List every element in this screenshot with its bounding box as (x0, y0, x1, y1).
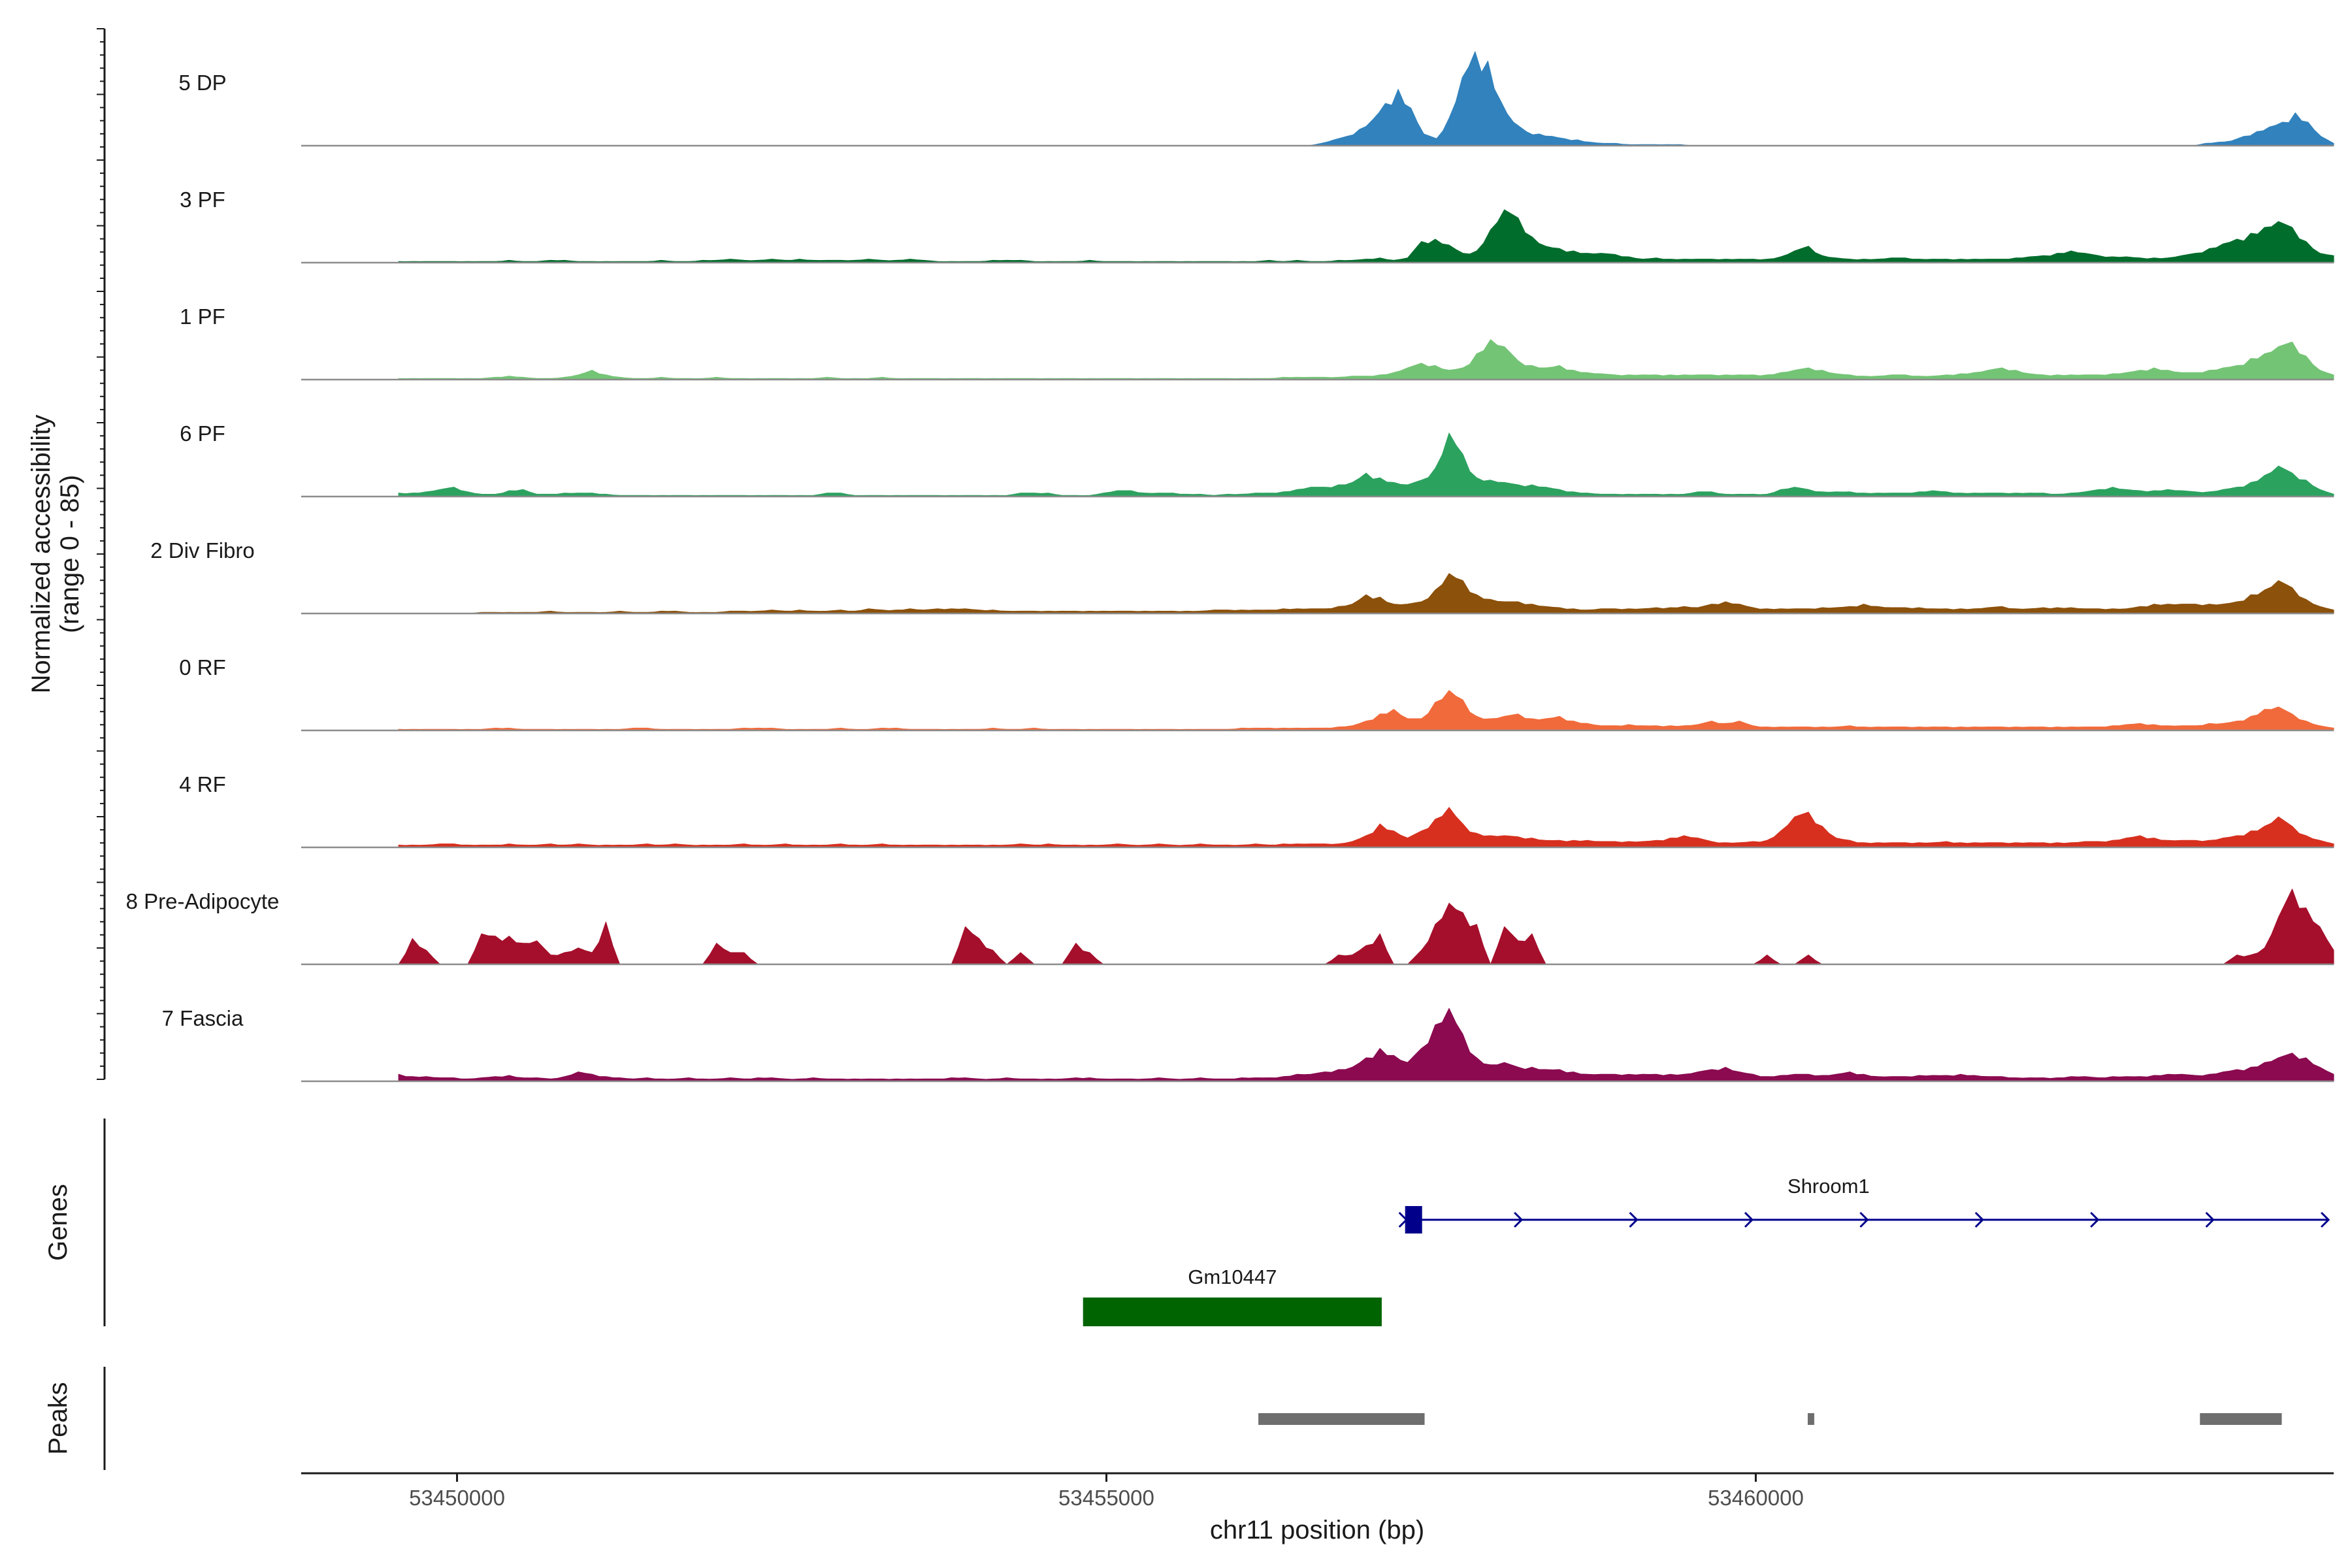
coverage-area (398, 1007, 2334, 1082)
strand-arrow (1859, 1211, 1869, 1228)
peaks-panel-title: Peaks (44, 1382, 73, 1454)
coverage-area (398, 889, 2334, 965)
y-axis-title-line1: Normalized accessibility (27, 415, 56, 694)
track-label: 3 PF (180, 188, 225, 212)
gene-gm10447: Gm10447 (1083, 1266, 1382, 1326)
track-7-fascia: 7 Fascia (162, 1006, 2334, 1083)
peak-region (1258, 1413, 1425, 1425)
x-tick-label: 53455000 (1058, 1486, 1154, 1510)
x-tick-label: 53460000 (1708, 1486, 1804, 1510)
coverage-area (398, 433, 2334, 497)
strand-arrow (1629, 1211, 1639, 1228)
coverage-area (398, 807, 2334, 848)
x-tick-label: 53450000 (409, 1486, 505, 1510)
coverage-area (398, 209, 2334, 263)
track-5-dp: 5 DP (178, 51, 2334, 147)
track-3-pf: 3 PF (180, 188, 2334, 264)
track-2-div-fibro: 2 Div Fibro (150, 538, 2334, 615)
strand-arrow (1744, 1211, 1754, 1228)
strand-arrow (1974, 1211, 1984, 1228)
track-label: 5 DP (178, 71, 226, 95)
gene-label: Gm10447 (1188, 1266, 1277, 1288)
track-label: 2 Div Fibro (150, 538, 255, 563)
x-axis-title: chr11 position (bp) (1210, 1516, 1424, 1544)
coverage-area (398, 573, 2334, 614)
coverage-area (398, 690, 2334, 731)
track-8-pre-adipocyte: 8 Pre-Adipocyte (126, 889, 2334, 966)
track-4-rf: 4 RF (179, 772, 2334, 849)
track-label: 7 Fascia (162, 1006, 244, 1030)
genes-panel-title: Genes (44, 1184, 73, 1261)
track-6-pf: 6 PF (180, 421, 2334, 498)
track-label: 6 PF (180, 421, 225, 446)
peak-region (1807, 1413, 1814, 1425)
track-label: 8 Pre-Adipocyte (126, 889, 280, 913)
gene-annotations: Shroom1 Gm10447 (1083, 1175, 2330, 1326)
strand-arrow (2205, 1211, 2215, 1228)
peak-region (2200, 1413, 2282, 1425)
track-label: 0 RF (179, 655, 226, 679)
track-0-rf: 0 RF (179, 655, 2334, 732)
gene-exon (1083, 1298, 1382, 1326)
strand-arrow (2321, 1211, 2330, 1228)
track-label: 4 RF (179, 772, 226, 796)
coverage-tracks: 5 DP 3 PF 1 PF 6 PF 2 Div Fibro 0 RF 4 RF 8 Pre… (126, 51, 2334, 1083)
gene-label: Shroom1 (1788, 1175, 1870, 1198)
strand-arrow (1514, 1211, 1524, 1228)
peak-regions (1258, 1413, 2282, 1425)
gene-exon (1405, 1206, 1422, 1233)
track-label: 1 PF (180, 304, 225, 329)
coverage-y-axis-ticks (97, 28, 105, 1080)
track-1-pf: 1 PF (180, 304, 2334, 381)
x-axis-ticks: 53450000 53455000 53460000 (409, 1473, 1804, 1510)
coverage-area (398, 51, 2334, 146)
coverage-area (398, 339, 2334, 380)
gene-shroom1: Shroom1 (1398, 1175, 2330, 1233)
y-axis-title-line2: (range 0 - 85) (56, 475, 84, 633)
strand-arrow (2090, 1211, 2100, 1228)
